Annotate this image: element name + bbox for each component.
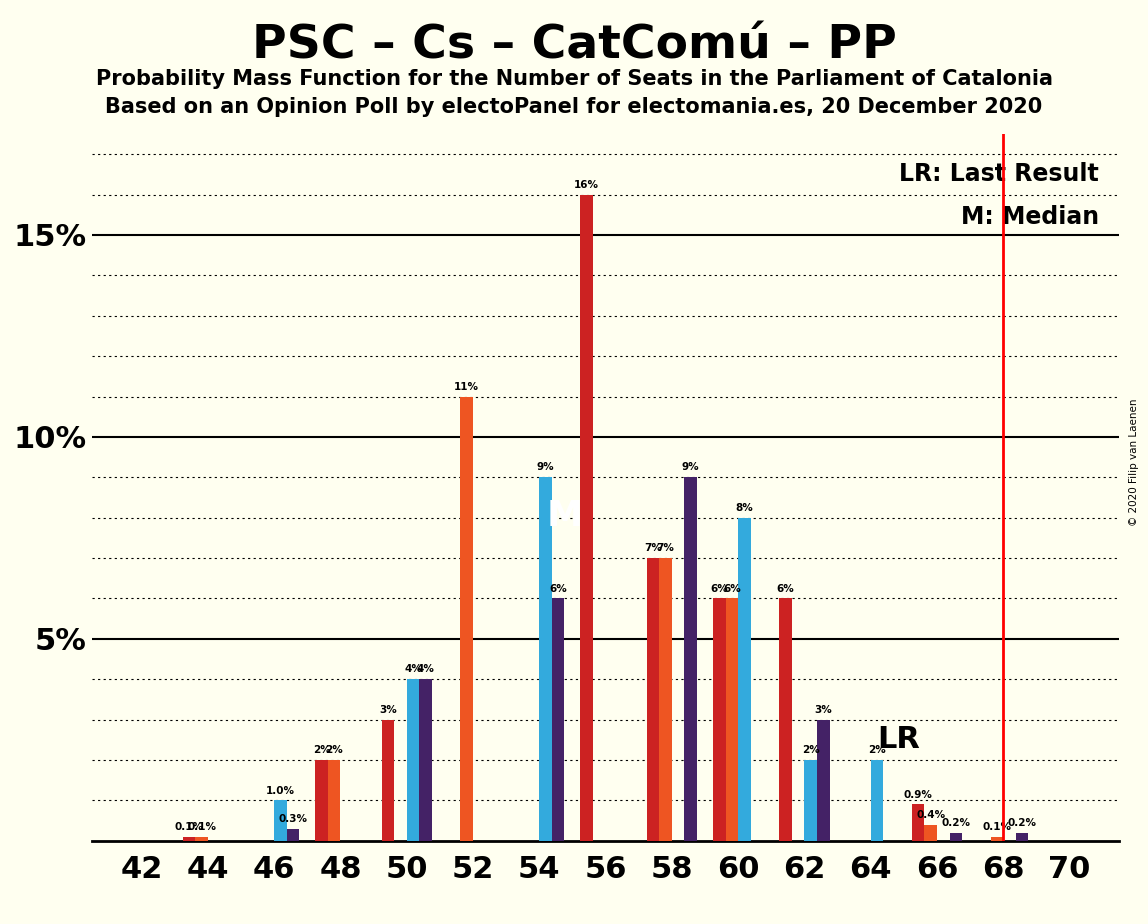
Text: 2%: 2% [312, 746, 331, 755]
Bar [991, 837, 1003, 841]
Bar [552, 599, 565, 841]
Text: M: Median: M: Median [961, 205, 1099, 228]
Bar [581, 195, 594, 841]
Text: 0.2%: 0.2% [1008, 818, 1037, 828]
Bar [817, 720, 830, 841]
Bar [870, 760, 883, 841]
Text: 0.1%: 0.1% [187, 822, 216, 832]
Text: LR: Last Result: LR: Last Result [899, 163, 1099, 187]
Bar [779, 599, 792, 841]
Text: 6%: 6% [549, 584, 567, 593]
Bar [195, 837, 208, 841]
Bar [713, 599, 726, 841]
Text: © 2020 Filip van Laenen: © 2020 Filip van Laenen [1128, 398, 1139, 526]
Bar [726, 599, 738, 841]
Bar [1016, 833, 1029, 841]
Text: Based on an Opinion Poll by electoPanel for electomania.es, 20 December 2020: Based on an Opinion Poll by electoPanel … [106, 97, 1042, 117]
Bar [949, 833, 962, 841]
Bar [316, 760, 328, 841]
Text: 0.2%: 0.2% [941, 818, 970, 828]
Bar [540, 478, 552, 841]
Bar [406, 679, 419, 841]
Text: 0.4%: 0.4% [916, 809, 945, 820]
Bar [805, 760, 817, 841]
Bar [659, 558, 672, 841]
Bar [738, 517, 751, 841]
Text: 4%: 4% [404, 664, 422, 675]
Bar [912, 805, 924, 841]
Text: 0.9%: 0.9% [903, 790, 932, 799]
Text: LR: LR [877, 725, 921, 754]
Text: 3%: 3% [814, 705, 832, 715]
Bar [274, 800, 287, 841]
Text: 6%: 6% [711, 584, 728, 593]
Bar [381, 720, 394, 841]
Text: Probability Mass Function for the Number of Seats in the Parliament of Catalonia: Probability Mass Function for the Number… [95, 69, 1053, 90]
Text: M: M [546, 499, 583, 533]
Bar [684, 478, 697, 841]
Text: 9%: 9% [682, 463, 699, 472]
Text: 6%: 6% [777, 584, 794, 593]
Bar [287, 829, 300, 841]
Text: 2%: 2% [868, 746, 886, 755]
Bar [924, 825, 937, 841]
Text: 2%: 2% [325, 746, 343, 755]
Bar [646, 558, 659, 841]
Text: 0.1%: 0.1% [983, 822, 1011, 832]
Text: 6%: 6% [723, 584, 740, 593]
Text: 4%: 4% [417, 664, 435, 675]
Text: 7%: 7% [644, 543, 662, 553]
Text: 11%: 11% [455, 382, 479, 392]
Text: 0.1%: 0.1% [174, 822, 203, 832]
Text: 2%: 2% [801, 746, 820, 755]
Bar [183, 837, 195, 841]
Text: 3%: 3% [379, 705, 397, 715]
Text: 8%: 8% [736, 503, 753, 513]
Bar [419, 679, 432, 841]
Text: 0.3%: 0.3% [279, 814, 308, 824]
Text: PSC – Cs – CatComú – PP: PSC – Cs – CatComú – PP [251, 23, 897, 68]
Text: 1.0%: 1.0% [266, 785, 295, 796]
Bar [460, 396, 473, 841]
Text: 16%: 16% [574, 180, 599, 189]
Bar [328, 760, 341, 841]
Text: 7%: 7% [657, 543, 675, 553]
Text: 9%: 9% [537, 463, 554, 472]
